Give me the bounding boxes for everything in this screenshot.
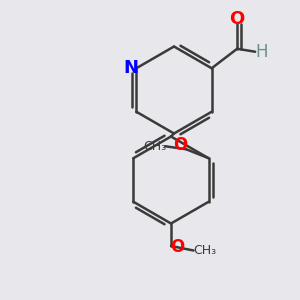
Text: O: O [170, 238, 185, 256]
Text: O: O [173, 136, 187, 154]
Text: CH₃: CH₃ [143, 140, 166, 153]
Text: N: N [123, 59, 138, 77]
Text: O: O [230, 10, 245, 28]
Text: CH₃: CH₃ [193, 244, 217, 257]
Text: H: H [256, 43, 268, 61]
